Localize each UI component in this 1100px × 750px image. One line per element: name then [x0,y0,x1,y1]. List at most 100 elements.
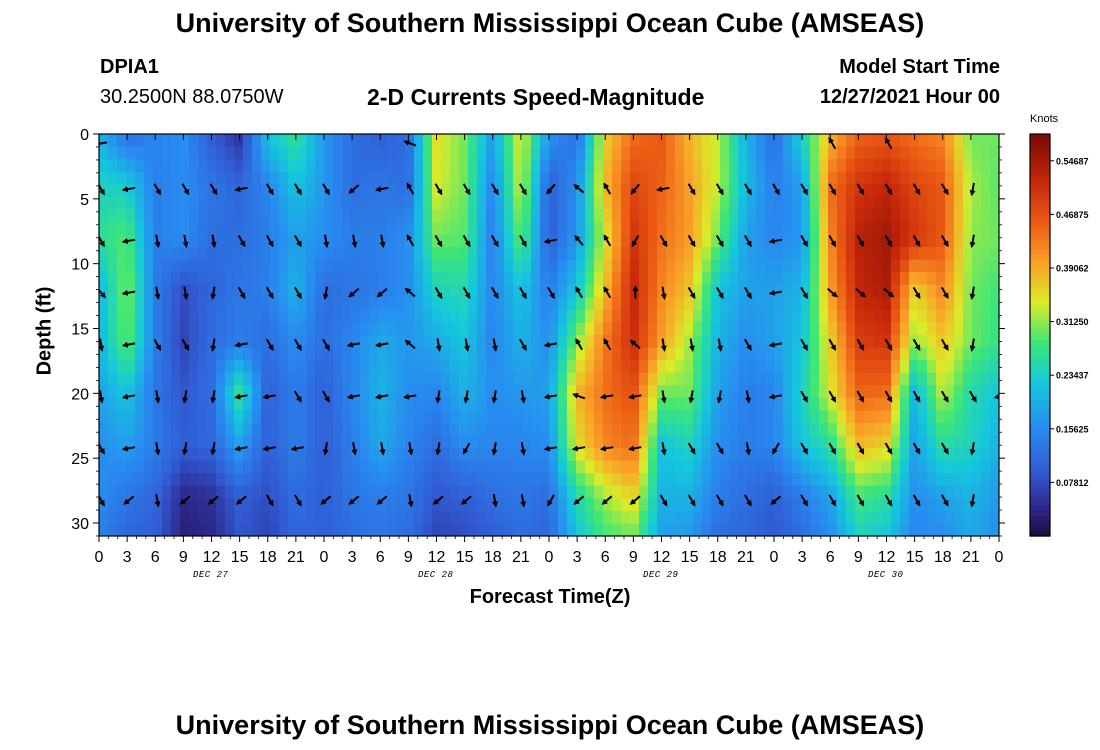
heat-cell [666,422,676,437]
heat-cell [567,397,577,411]
x-tick-label: 21 [737,549,755,566]
heat-cell [513,460,523,474]
heat-cell [261,309,271,324]
current-arrow [744,494,752,507]
colorbar-segment [1030,139,1050,145]
heat-cell [729,196,739,210]
heat-cell [963,309,973,324]
heat-cell [666,347,676,361]
heat-cell [207,272,217,286]
heat-cell [603,322,613,336]
heat-cell [369,485,379,499]
heat-cell [396,272,406,286]
heat-cell [441,284,451,298]
heat-cell [414,335,424,349]
heat-cell [234,498,244,512]
heat-cell [891,309,901,324]
heat-cell [927,448,937,462]
heat-cell [945,510,955,525]
heat-cell [819,171,829,185]
heat-cell [198,360,208,374]
heat-cell [972,397,982,411]
heat-cell [648,448,658,462]
heat-cell [837,435,847,449]
heat-cell [342,184,352,198]
heat-cell [117,347,127,361]
heat-cell [648,234,658,248]
heat-cell [783,297,793,311]
heat-cell [567,159,577,173]
heat-cell [702,309,712,324]
x-axis-label: Forecast Time(Z) [469,586,631,608]
heat-cell [513,523,523,536]
heat-cell [675,247,685,261]
heat-cell [216,159,226,173]
heat-cell [441,247,451,261]
heat-cell [909,422,919,437]
heat-cell [360,335,370,349]
current-arrow [912,183,921,196]
heat-cell [513,498,523,512]
heat-cell [972,335,982,349]
heat-cell [801,209,811,223]
heat-cell [459,498,469,512]
heat-cell [405,360,415,374]
heat-cell [207,297,217,311]
heat-cell [594,435,604,449]
heat-cell [621,473,631,487]
heat-cell [900,297,910,311]
heat-cell [675,146,685,160]
heat-cell [765,347,775,361]
heat-cell [990,171,999,185]
heat-cell [540,498,550,512]
heat-cell [558,196,568,210]
heat-cell [144,498,154,512]
heat-cell [801,360,811,374]
heat-cell [441,435,451,449]
heat-cell [621,134,631,148]
heat-cell [711,335,721,349]
current-arrow [659,235,668,248]
colorbar-segment [1030,234,1050,241]
heat-cell [585,448,595,462]
heat-cell [387,385,397,399]
heat-cell [504,322,514,336]
heat-cell [486,284,496,298]
heat-cell [945,247,955,261]
heat-cell [648,297,658,311]
heat-cell [144,259,154,273]
heat-cell [936,523,946,536]
heat-cell [702,159,712,173]
heat-cell [288,410,298,424]
heat-cell [774,510,784,525]
heat-cell [306,196,316,210]
heat-cell [189,372,199,386]
heat-cell [540,146,550,160]
heat-cell [882,272,892,286]
heat-cell [720,435,730,449]
heat-cell [990,523,999,536]
heat-cell [684,397,694,411]
heat-cell [702,385,712,399]
heat-cell [684,284,694,298]
heat-cell [306,422,316,437]
x-tick-label: 0 [770,549,779,566]
heat-cell [135,259,145,273]
current-arrow [912,442,921,455]
heat-cell [315,422,325,437]
heat-cell [216,309,226,324]
heat-cell [360,435,370,449]
heat-cell [243,247,253,261]
heat-cell [117,485,127,499]
heat-cell [171,209,181,223]
heat-cell [531,523,541,536]
colorbar-segment [1030,219,1050,226]
heat-cell [738,284,748,298]
heat-cell [846,159,856,173]
current-arrow [374,186,389,193]
current-arrow [294,286,302,300]
heat-cell [810,234,820,248]
heat-cell [396,435,406,449]
heat-cell [162,448,172,462]
heat-cell [756,171,766,185]
